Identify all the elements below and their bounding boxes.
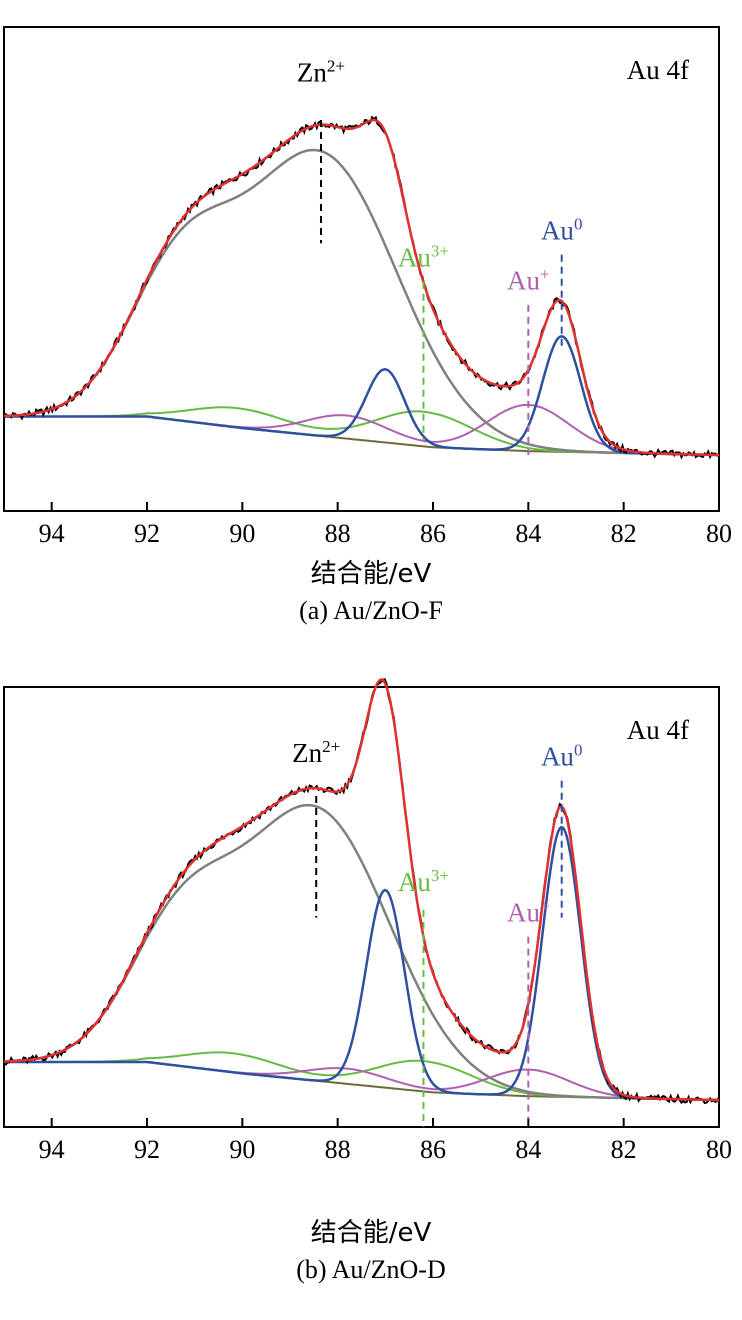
au0-component-line [4,825,719,1102]
annotation-label: Au3+ [398,866,449,897]
x-tick-label: 82 [611,519,637,548]
annotation-label: Au+ [507,264,550,295]
x-tick-label: 88 [325,1135,351,1164]
x-tick-label: 86 [420,519,446,548]
chart-panel-a: 94 92 90 88 86 84 82 80 Zn2+ Au3+ Au+ Au0 Au 4f 结合能/… [0,0,742,625]
x-tick-label: 86 [420,1135,446,1164]
caption-b: (b) Au/ZnO-D [296,1255,446,1284]
x-tick-label: 84 [515,1135,541,1164]
annotation-label: Zn2+ [292,737,340,768]
zn2-component-line [4,803,719,1102]
au0-component-line [4,334,719,457]
au-plus-component-line [4,403,719,456]
x-tick-label: 80 [706,1135,732,1164]
x-tick-label: 84 [515,519,541,548]
x-tick-label: 80 [706,519,732,548]
x-tick-label: 92 [134,1135,160,1164]
annotation-label: Au0 [541,214,583,245]
annotation-label: Au+ [507,896,550,927]
x-tick-label: 90 [229,519,255,548]
x-tick-label: 82 [611,1135,637,1164]
plot-frame [3,26,720,512]
au3-component-line [4,1051,719,1101]
fit-envelope-line [3,118,719,457]
au-plus-component-line [4,1061,719,1101]
fit-envelope-line [4,678,719,1102]
annotation-label: Au0 [541,741,583,772]
spectrum-label: Au 4f [627,55,689,85]
x-tick-label: 90 [229,1135,255,1164]
x-tick-label: 92 [134,519,160,548]
x-axis-label-a: 结合能/eV [310,559,432,589]
spectrum-label: Au 4f [627,715,689,745]
x-tick-label: 94 [39,519,65,548]
xps-chart-b: 94 92 90 88 86 84 82 80 Zn2+ Au3+ Au+ Au0 Au 4f [3,678,732,1164]
x-axis-label-b: 结合能/eV [310,1218,432,1248]
xps-chart-a: 94 92 90 88 86 84 82 80 Zn2+ Au3+ Au+ Au0 Au 4f [3,26,732,548]
x-tick-label: 88 [325,519,351,548]
annotation-label: Zn2+ [297,57,345,88]
annotation-label: Au3+ [398,241,449,272]
caption-a: (a) Au/ZnO-F [299,596,443,625]
plot-frame [3,686,720,1128]
chart-panel-b: 94 92 90 88 86 84 82 80 Zn2+ Au3+ Au+ Au0 Au 4f 结合能/… [0,660,742,1284]
x-tick-label: 94 [39,1135,65,1164]
